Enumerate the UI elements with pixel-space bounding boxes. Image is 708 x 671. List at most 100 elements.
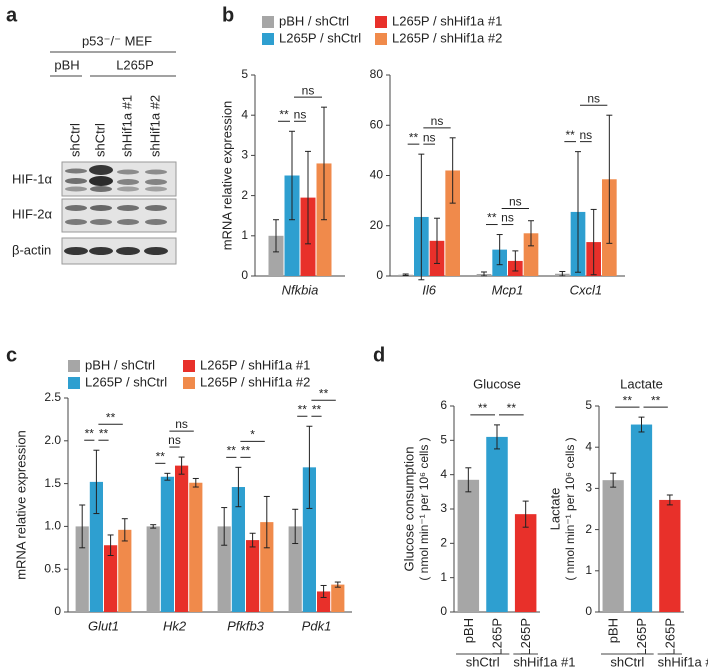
significance-label: ** bbox=[241, 444, 251, 458]
legend-swatch bbox=[262, 33, 274, 45]
y-tick-label: 1.5 bbox=[44, 476, 61, 490]
significance-label: ** bbox=[99, 426, 109, 440]
bar bbox=[331, 584, 345, 612]
bar bbox=[630, 424, 653, 612]
bar bbox=[445, 170, 460, 276]
y-tick-label: 3 bbox=[585, 481, 592, 495]
bar bbox=[523, 233, 539, 276]
significance-label: ** bbox=[156, 449, 166, 463]
x-tick-label: L265P bbox=[662, 618, 677, 656]
y-tick-label: 0 bbox=[585, 604, 592, 618]
y-axis-label: mRNA relative expression bbox=[13, 430, 28, 580]
bar bbox=[302, 467, 316, 612]
y-tick-label: 2 bbox=[440, 536, 447, 550]
blot-strip bbox=[61, 198, 177, 233]
y-axis-label: Lactate bbox=[547, 488, 562, 531]
y-tick-label: 0 bbox=[54, 604, 61, 618]
significance-label: ** bbox=[409, 130, 419, 144]
x-tick-label: Cxcl1 bbox=[570, 282, 603, 297]
group-label: shHif1a #1 bbox=[658, 654, 708, 669]
y-tick-label: 0.5 bbox=[44, 561, 61, 575]
significance-label: ** bbox=[507, 401, 517, 415]
row-label: HIF-1α bbox=[12, 171, 53, 186]
y-tick-label: 1 bbox=[585, 563, 592, 577]
legend-swatch bbox=[68, 360, 80, 372]
legend-swatch bbox=[68, 377, 80, 389]
significance-label: ns bbox=[587, 91, 600, 105]
panel-label: b bbox=[222, 4, 234, 26]
y-tick-label: 20 bbox=[370, 218, 384, 232]
bar bbox=[146, 526, 160, 612]
panel-label: a bbox=[6, 4, 18, 26]
significance-label: ns bbox=[175, 417, 188, 431]
lane-label: shCtrl bbox=[92, 123, 107, 157]
significance-label: ns bbox=[302, 83, 315, 97]
panel-label: d bbox=[373, 344, 385, 366]
y-tick-label: 40 bbox=[370, 168, 384, 182]
y-tick-label: 3 bbox=[241, 148, 248, 162]
y-tick-label: 2.5 bbox=[44, 390, 61, 404]
blot-group: L265P bbox=[116, 57, 154, 72]
lane-label: shCtrl bbox=[67, 123, 82, 157]
significance-label: ** bbox=[298, 402, 308, 416]
significance-label: ns bbox=[423, 130, 436, 144]
legend-label: pBH / shCtrl bbox=[85, 357, 155, 372]
legend-swatch bbox=[375, 16, 387, 28]
bar bbox=[246, 540, 260, 612]
chart-title: Glucose bbox=[473, 376, 521, 391]
significance-label: ** bbox=[565, 128, 575, 142]
x-tick-label: Glut1 bbox=[88, 618, 119, 633]
legend-label: L265P / shHif1a #2 bbox=[200, 374, 310, 389]
legend-label: L265P / shHif1a #2 bbox=[392, 30, 502, 45]
bands bbox=[64, 165, 168, 255]
y-axis-label: Glucose consumption bbox=[401, 446, 416, 571]
significance-label: ** bbox=[227, 444, 237, 458]
y-axis-label: mRNA relative expression bbox=[219, 101, 234, 251]
bar bbox=[175, 465, 189, 612]
x-tick-label: Il6 bbox=[422, 282, 437, 297]
y-tick-label: 5 bbox=[241, 67, 248, 81]
bar bbox=[231, 487, 245, 612]
x-tick-label: pBH bbox=[606, 618, 621, 643]
panel-label: c bbox=[6, 344, 17, 366]
y-tick-label: 6 bbox=[440, 398, 447, 412]
legend-swatch bbox=[262, 16, 274, 28]
significance-label: ** bbox=[319, 386, 329, 400]
significance-label: ** bbox=[312, 402, 322, 416]
x-tick-label: Pfkfb3 bbox=[227, 618, 265, 633]
lane-label: shHif1a #2 bbox=[147, 95, 162, 157]
legend-swatch bbox=[183, 360, 195, 372]
x-tick-label: Hk2 bbox=[163, 618, 187, 633]
group-label: shHif1a #1 bbox=[513, 654, 575, 669]
bar bbox=[457, 479, 480, 612]
y-tick-label: 0 bbox=[241, 268, 248, 282]
legend-label: L265P / shCtrl bbox=[279, 30, 361, 45]
y-tick-label: 1 bbox=[440, 570, 447, 584]
bar bbox=[514, 514, 537, 612]
significance-label: ns bbox=[579, 128, 592, 142]
x-tick-label: Mcp1 bbox=[492, 282, 524, 297]
y-tick-label: 2.0 bbox=[44, 433, 61, 447]
significance-label: ** bbox=[106, 410, 116, 424]
legend-swatch bbox=[183, 377, 195, 389]
significance-label: ** bbox=[478, 401, 488, 415]
bar bbox=[317, 591, 331, 612]
bar bbox=[104, 545, 118, 612]
significance-label: ns bbox=[168, 433, 181, 447]
x-tick-label: L265P bbox=[518, 618, 533, 656]
legend-label: L265P / shHif1a #1 bbox=[392, 13, 502, 28]
x-tick-label: L265P bbox=[634, 618, 649, 656]
y-tick-label: 60 bbox=[370, 117, 384, 131]
legend-label: pBH / shCtrl bbox=[279, 13, 349, 28]
y-tick-label: 80 bbox=[370, 67, 384, 81]
significance-label: ns bbox=[501, 211, 514, 225]
significance-label: ns bbox=[431, 114, 444, 128]
blot-title: p53⁻/⁻ MEF bbox=[82, 33, 152, 48]
x-tick-label: Pdk1 bbox=[302, 618, 332, 633]
legend-label: L265P / shHif1a #1 bbox=[200, 357, 310, 372]
lane-label: shHif1a #1 bbox=[119, 95, 134, 157]
significance-label: ** bbox=[279, 107, 289, 121]
row-label: β-actin bbox=[12, 242, 51, 257]
bar bbox=[189, 482, 203, 612]
